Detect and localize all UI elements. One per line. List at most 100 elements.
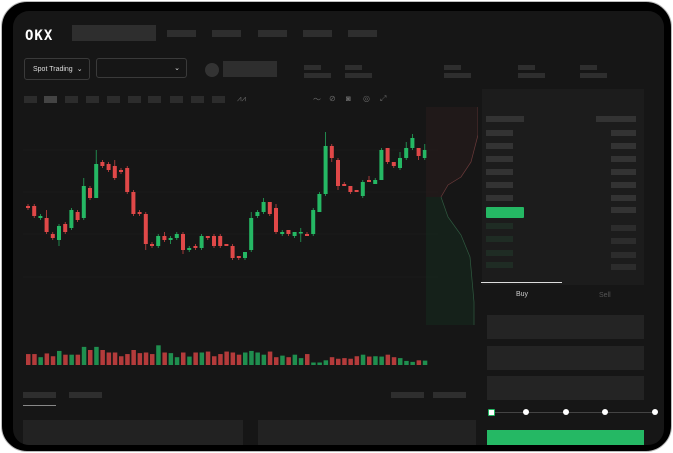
nav-item[interactable] xyxy=(348,30,377,37)
candle-body xyxy=(119,170,123,172)
chevron-down-icon: ⌄ xyxy=(174,65,180,72)
timeframe-button[interactable] xyxy=(170,96,183,103)
settings-icon[interactable]: ◎ xyxy=(363,94,370,103)
bid-price xyxy=(486,236,513,242)
volume-bar xyxy=(292,354,298,365)
candle-body xyxy=(230,246,235,258)
camera-icon[interactable]: ◙ xyxy=(346,94,351,103)
candle-body xyxy=(311,210,316,234)
nav-item[interactable] xyxy=(212,30,241,37)
candle-body xyxy=(249,218,254,250)
buy-button[interactable] xyxy=(487,430,644,445)
ask-amount xyxy=(611,156,636,162)
timeframe-button[interactable] xyxy=(65,96,78,103)
candle-body xyxy=(193,246,198,248)
volume-bar xyxy=(125,354,130,365)
timeframe-button[interactable] xyxy=(148,96,161,103)
timeframe-button[interactable] xyxy=(191,96,204,103)
amount-input[interactable] xyxy=(487,346,644,370)
volume-bar xyxy=(342,358,347,365)
tab-buy[interactable]: Buy xyxy=(516,291,529,298)
slider-stop[interactable] xyxy=(563,409,569,415)
candle-body xyxy=(298,232,303,234)
price-input[interactable] xyxy=(487,315,644,339)
candlestick-chart[interactable] xyxy=(13,11,664,445)
nav-item[interactable] xyxy=(258,30,287,37)
search-bar[interactable] xyxy=(72,25,156,41)
filter-button[interactable] xyxy=(391,392,424,398)
pencil-icon[interactable]: ⊘ xyxy=(329,94,336,103)
timeframe-button[interactable] xyxy=(107,96,120,103)
okx-logo: OKX xyxy=(25,28,54,44)
slider-stop[interactable] xyxy=(602,409,608,415)
candle-body xyxy=(44,218,49,232)
tab-open-orders[interactable] xyxy=(23,392,56,398)
candle-body xyxy=(112,166,117,178)
candle-body xyxy=(156,236,161,246)
volume-bar xyxy=(156,345,161,365)
volume-bar xyxy=(199,352,205,365)
candle-body xyxy=(199,236,204,248)
candle-body xyxy=(26,206,30,208)
slider-handle[interactable] xyxy=(488,409,495,416)
candle-body xyxy=(292,232,297,236)
indicator-icon[interactable]: ⩘⩘ xyxy=(237,94,247,103)
candle-body xyxy=(32,206,37,216)
nav-item[interactable] xyxy=(167,30,196,37)
timeframe-button[interactable] xyxy=(212,96,225,103)
candle-body xyxy=(348,186,353,192)
volume-bar xyxy=(63,354,68,365)
candle-body xyxy=(317,194,322,212)
volume-bar xyxy=(69,354,74,365)
market-type-label: Spot Trading xyxy=(33,65,73,73)
amount-slider[interactable] xyxy=(488,409,658,416)
total-input[interactable] xyxy=(487,376,644,400)
fullscreen-icon[interactable]: ⤢ xyxy=(380,94,387,103)
volume-bar xyxy=(329,357,335,365)
volume-bar xyxy=(311,362,316,365)
candle-body xyxy=(416,148,421,156)
stat-label xyxy=(518,65,535,70)
stat-value xyxy=(444,73,471,78)
filter-button[interactable] xyxy=(433,392,466,398)
volume-bar xyxy=(261,354,267,365)
candle-body xyxy=(38,216,43,218)
timeframe-button[interactable] xyxy=(24,96,37,103)
volume-bar xyxy=(44,353,50,365)
volume-bar xyxy=(137,353,143,365)
candle-body xyxy=(274,208,278,232)
volume-bar xyxy=(367,356,372,365)
candle-body xyxy=(69,210,74,228)
market-type-dropdown[interactable]: Spot Trading ⌄ xyxy=(24,58,90,80)
slider-stop[interactable] xyxy=(652,409,658,415)
buy-tab-underline xyxy=(481,282,562,283)
timeframe-button[interactable] xyxy=(128,96,141,103)
draw-line-icon[interactable]: 〜 xyxy=(313,95,321,104)
pair-dropdown[interactable]: ⌄ xyxy=(96,58,187,78)
timeframe-button[interactable] xyxy=(44,96,57,103)
candle-body xyxy=(243,252,247,258)
tab-order-history[interactable] xyxy=(69,392,102,398)
volume-bar xyxy=(398,358,403,365)
stat-value xyxy=(518,73,545,78)
stat-value xyxy=(345,73,372,78)
candle-body xyxy=(360,182,365,196)
volume-bar xyxy=(416,360,422,365)
ask-price xyxy=(486,182,513,188)
tab-sell[interactable]: Sell xyxy=(599,292,611,299)
volume-bar xyxy=(360,354,366,365)
candle-body xyxy=(286,230,291,234)
stat-label xyxy=(580,65,597,70)
volume-bar xyxy=(379,356,384,365)
timeframe-button[interactable] xyxy=(86,96,99,103)
candle-body xyxy=(131,192,136,214)
slider-stop[interactable] xyxy=(523,409,529,415)
volume-bar xyxy=(100,350,105,365)
bid-amount xyxy=(611,264,636,270)
volume-bar xyxy=(385,354,391,365)
candle-body xyxy=(410,138,415,148)
candle-body xyxy=(329,146,334,158)
nav-item[interactable] xyxy=(303,30,332,37)
volume-bar xyxy=(57,350,62,365)
